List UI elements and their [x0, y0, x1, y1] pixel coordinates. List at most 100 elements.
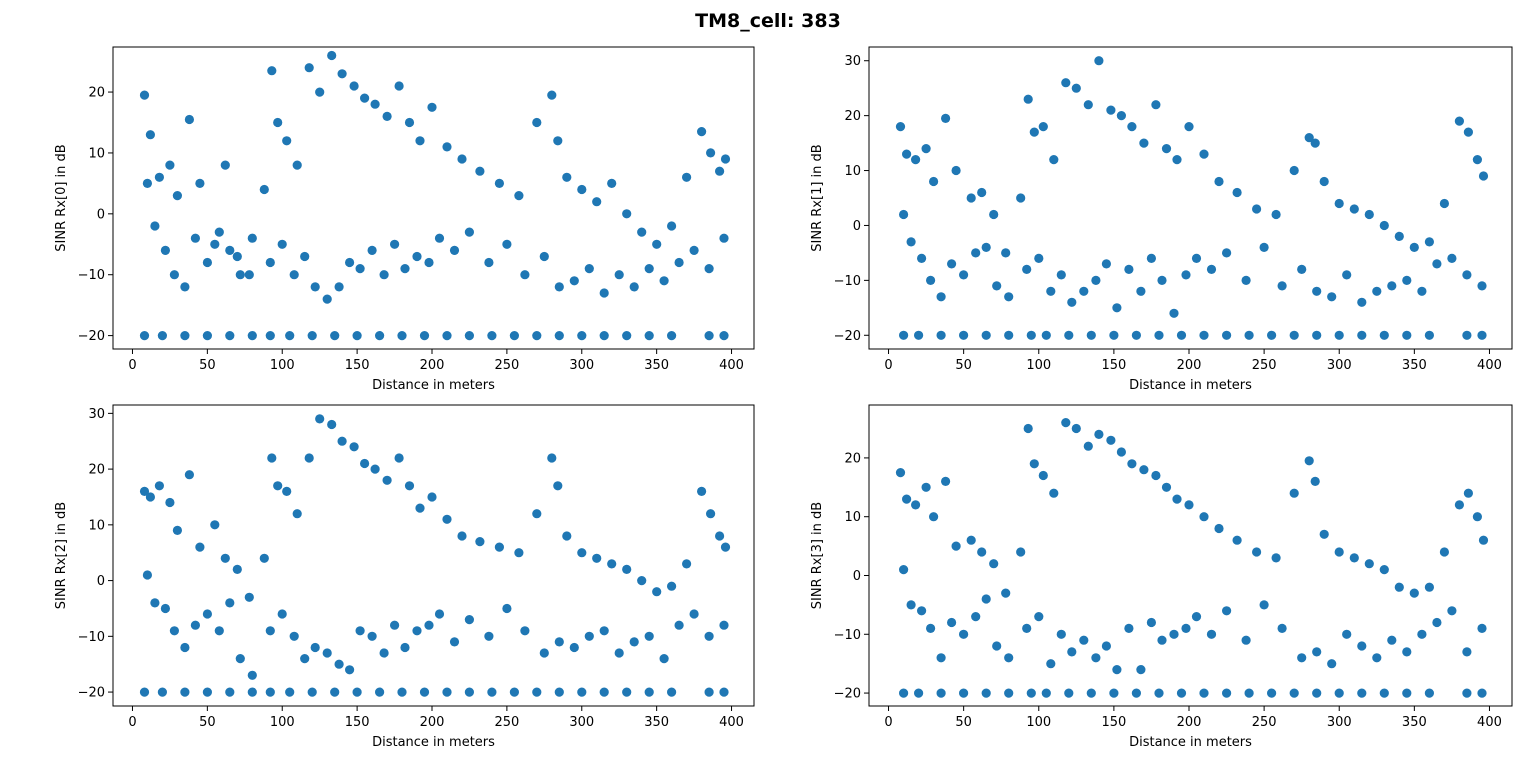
x-tick-label: 150: [345, 358, 370, 373]
data-point: [652, 239, 662, 249]
y-tick-label: −20: [834, 329, 861, 344]
data-point: [1161, 144, 1172, 154]
data-point: [562, 531, 572, 541]
data-point: [929, 512, 939, 522]
data-point: [1289, 488, 1299, 498]
data-point: [667, 221, 677, 231]
data-point: [1312, 647, 1322, 657]
data-point: [142, 178, 152, 188]
subplot-rx0: 0 50 100 150 200 250 300 350 400 −20 −10 0 10 20 Dista…: [54, 46, 755, 393]
data-point: [1191, 253, 1202, 263]
data-point: [532, 331, 542, 341]
data-point: [1199, 512, 1209, 522]
data-point: [464, 615, 474, 625]
data-point: [315, 414, 325, 424]
data-point: [1116, 447, 1126, 457]
axes-frame: [112, 46, 755, 350]
data-point: [139, 331, 150, 341]
data-point: [899, 565, 909, 575]
data-point: [706, 509, 716, 519]
data-point: [1424, 237, 1434, 247]
data-point: [327, 419, 337, 430]
data-point: [457, 531, 467, 541]
x-tick-label: 200: [420, 715, 445, 730]
data-point: [404, 481, 415, 491]
data-point: [367, 631, 377, 641]
data-point: [1083, 441, 1093, 451]
data-point: [1199, 149, 1209, 159]
y-tick-label: 20: [88, 86, 105, 101]
data-point: [1267, 330, 1277, 340]
data-point: [1176, 330, 1187, 340]
data-point: [1067, 647, 1077, 657]
data-point: [180, 331, 190, 341]
y-tick-label: 0: [853, 569, 861, 584]
scatter-points: [895, 418, 1489, 698]
data-point: [265, 257, 275, 268]
data-point: [400, 264, 410, 274]
y-tick-label: 10: [88, 146, 105, 161]
data-point: [1387, 281, 1397, 291]
data-point: [265, 331, 275, 341]
data-point: [1462, 647, 1472, 657]
data-point: [424, 257, 434, 268]
data-point: [1004, 688, 1014, 698]
scatter-points: [139, 50, 731, 341]
data-point: [487, 687, 497, 697]
data-point: [553, 136, 563, 146]
x-tick-label: 100: [1026, 358, 1051, 373]
data-point: [1184, 500, 1194, 510]
data-point: [375, 331, 385, 341]
subplot-rx3: 0 50 100 150 200 250 300 350 400 −20 −10 0 10 20 Dista…: [810, 404, 1513, 750]
data-point: [992, 641, 1002, 651]
data-point: [247, 670, 257, 680]
data-point: [1462, 270, 1472, 280]
data-point: [210, 239, 220, 249]
data-point: [622, 331, 632, 341]
x-axis-label: Distance in meters: [372, 735, 495, 750]
data-point: [1001, 248, 1011, 258]
data-point: [1432, 617, 1442, 628]
data-point: [532, 117, 542, 128]
data-point: [345, 665, 355, 675]
data-point: [1334, 198, 1344, 209]
data-point: [599, 687, 609, 697]
data-point: [1034, 253, 1044, 263]
data-point: [1417, 629, 1427, 639]
data-point: [1454, 116, 1464, 126]
data-point: [322, 294, 332, 304]
x-tick-label: 150: [1101, 358, 1126, 373]
data-point: [154, 172, 164, 182]
data-point: [285, 687, 295, 697]
data-point: [1289, 688, 1299, 698]
data-point: [917, 253, 927, 263]
y-tick-label: 0: [97, 574, 105, 589]
data-point: [929, 176, 939, 187]
data-point: [330, 331, 340, 341]
data-point: [921, 144, 931, 154]
data-point: [1004, 292, 1014, 302]
data-point: [914, 330, 924, 340]
data-point: [553, 481, 563, 491]
data-point: [1409, 242, 1419, 252]
data-point: [1424, 582, 1434, 592]
data-point: [442, 331, 452, 341]
data-point: [959, 330, 969, 340]
x-tick-label: 250: [1252, 715, 1277, 730]
data-point: [520, 270, 530, 280]
data-point: [1061, 418, 1071, 428]
data-point: [1046, 286, 1056, 296]
data-point: [971, 612, 981, 622]
data-point: [494, 542, 504, 552]
data-point: [926, 275, 936, 285]
data-point: [1049, 155, 1059, 165]
data-point: [1472, 155, 1482, 165]
data-point: [1222, 330, 1232, 340]
data-point: [936, 292, 946, 302]
data-point: [1184, 122, 1194, 132]
x-tick-label: 0: [128, 358, 136, 373]
data-point: [349, 442, 359, 452]
data-point: [300, 654, 310, 664]
data-point: [1232, 187, 1242, 198]
data-point: [180, 687, 190, 697]
